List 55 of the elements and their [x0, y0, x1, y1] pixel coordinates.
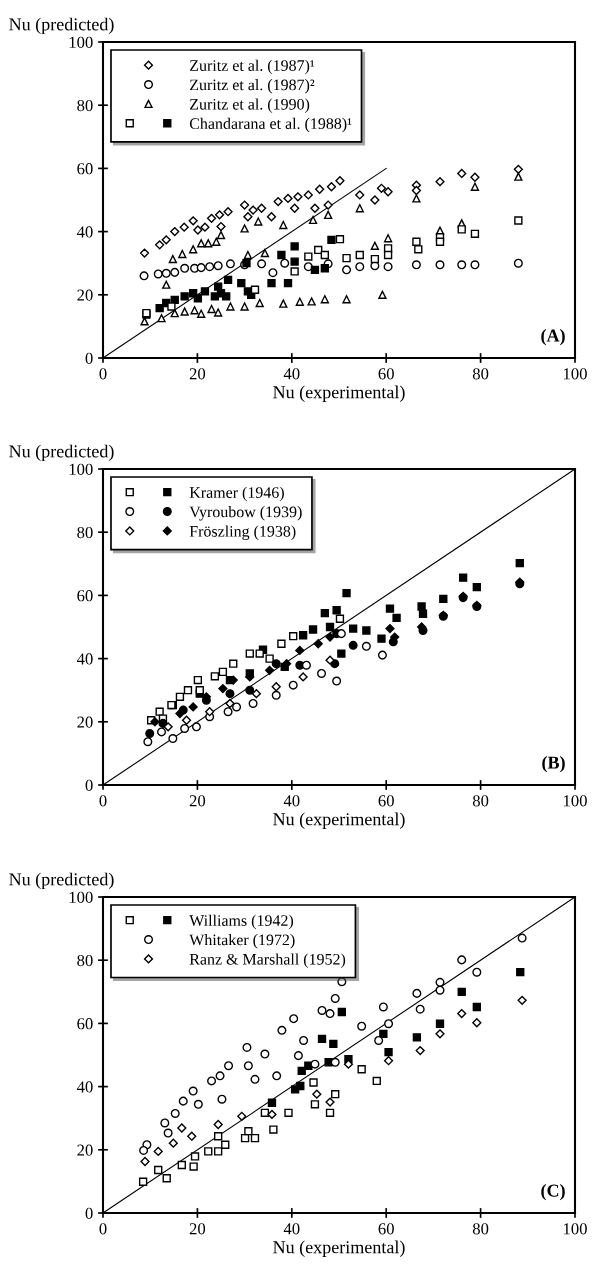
- y-tick-label: 20: [77, 1144, 93, 1156]
- legend-label: Zuritz et al. (1990): [190, 98, 310, 113]
- x-tick-label: 0: [99, 368, 107, 380]
- legend-label: Vyroubow (1939): [189, 506, 302, 521]
- x-tick-label: 60: [378, 368, 394, 380]
- x-tick-label: 40: [283, 1223, 300, 1235]
- y-tick-label: 0: [85, 1207, 93, 1219]
- y-tick-label: 40: [76, 653, 93, 665]
- legend-label: Kramer (1946): [189, 486, 284, 502]
- x-tick-label: 20: [189, 795, 206, 807]
- x-tick-label: 100: [563, 368, 587, 380]
- x-tick-label: 80: [472, 368, 489, 380]
- y-tick-label: 60: [77, 1018, 93, 1030]
- y-tick-label: 80: [77, 526, 93, 539]
- x-tick-label: 0: [99, 1223, 107, 1235]
- y-tick-label: 80: [77, 954, 93, 967]
- annotation: (C): [541, 1183, 565, 1201]
- y-tick-label: 20: [77, 716, 93, 728]
- legend-label: Whitaker (1972): [189, 934, 295, 949]
- y-tick-label: 0: [85, 779, 93, 791]
- legend-label: Ranz & Marshall (1952): [189, 953, 346, 968]
- y-tick-label: 0: [85, 352, 93, 364]
- y-tick-label: 40: [76, 226, 93, 238]
- y-axis-title: Nu (predicted): [9, 444, 114, 462]
- x-tick-label: 20: [189, 1223, 206, 1235]
- y-tick-label: 80: [77, 99, 93, 112]
- x-axis-title: Nu (experimental): [273, 385, 405, 402]
- x-tick-label: 100: [563, 795, 587, 807]
- x-tick-label: 20: [189, 368, 206, 380]
- y-tick-label: 60: [77, 163, 93, 175]
- annotation: (A): [541, 328, 565, 346]
- y-tick-label: 100: [69, 463, 93, 475]
- x-tick-label: 0: [99, 795, 107, 807]
- y-tick-label: 60: [77, 590, 93, 602]
- y-tick-label: 100: [69, 36, 93, 48]
- y-tick-label: 40: [76, 1081, 93, 1093]
- x-tick-label: 60: [378, 795, 394, 807]
- annotation: (B): [542, 755, 565, 773]
- legend-label: Williams (1942): [189, 914, 294, 930]
- x-axis-title: Nu (experimental): [273, 1240, 405, 1257]
- y-axis-title: Nu (predicted): [9, 17, 114, 35]
- x-tick-label: 80: [472, 795, 489, 807]
- x-axis-title: Nu (experimental): [273, 812, 405, 829]
- x-tick-label: 40: [283, 368, 300, 380]
- legend-label: Zuritz et al. (1987)¹: [190, 59, 315, 75]
- legend-label: Fröszling (1938): [189, 525, 296, 540]
- y-tick-label: 100: [69, 891, 93, 903]
- x-tick-label: 80: [472, 1223, 489, 1235]
- y-axis-title: Nu (predicted): [9, 872, 114, 890]
- legend-label: Chandarana et al. (1988)¹: [189, 117, 352, 133]
- x-tick-label: 100: [563, 1223, 587, 1235]
- x-tick-label: 60: [378, 1223, 394, 1235]
- y-tick-label: 20: [77, 289, 93, 301]
- legend-label: Zuritz et al. (1987)²: [190, 79, 315, 94]
- x-tick-label: 40: [283, 795, 300, 807]
